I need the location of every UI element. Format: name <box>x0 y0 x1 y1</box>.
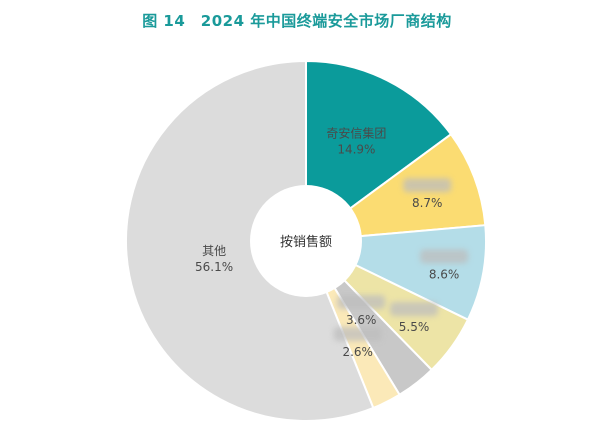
slice-value-label: 3.6% <box>346 313 377 327</box>
pie-slice-1 <box>305 59 453 243</box>
slice-value-label: 5.5% <box>399 320 430 334</box>
slice-value-label: 2.6% <box>342 345 373 359</box>
pie-slice-7 <box>125 59 375 422</box>
redacted-name-placeholder <box>403 178 452 193</box>
redacted-name-placeholder <box>420 249 469 264</box>
redacted-name-placeholder <box>333 327 382 341</box>
redacted-name-placeholder <box>337 295 386 310</box>
slice-value-label: 8.7% <box>412 196 443 210</box>
slice-name-label: 其他 <box>202 244 226 258</box>
slice-value-label: 14.9% <box>337 142 375 156</box>
center-label: 按销售额 <box>280 234 332 250</box>
slice-value-label: 56.1% <box>195 260 233 274</box>
redacted-name-placeholder <box>390 302 438 316</box>
donut-hole <box>250 185 362 297</box>
slice-value-label: 8.6% <box>429 267 460 281</box>
slice-name-label: 奇安信集团 <box>326 125 386 140</box>
chart-title: 图 14 2024 年中国终端安全市场厂商结构 <box>142 12 452 30</box>
